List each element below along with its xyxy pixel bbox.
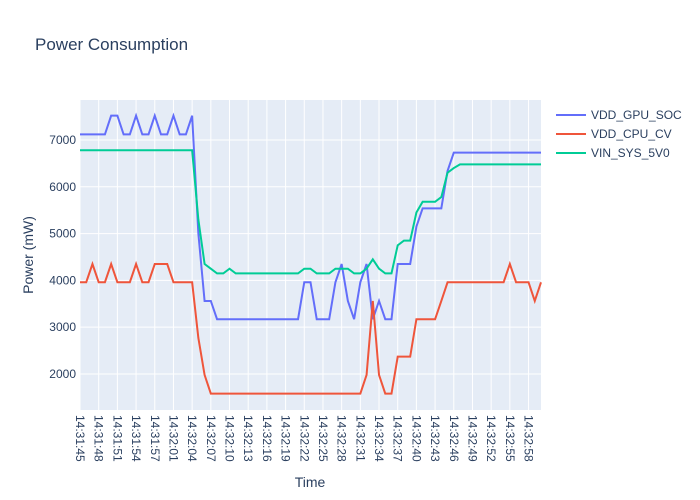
x-tick-label: 14:32:31 bbox=[353, 415, 367, 462]
x-tick-label: 14:32:01 bbox=[166, 415, 180, 462]
y-axis-title: Power (mW) bbox=[20, 216, 36, 294]
x-tick-label: 14:32:37 bbox=[391, 415, 405, 462]
series-line bbox=[80, 149, 541, 275]
legend-label: VDD_CPU_CV bbox=[591, 127, 672, 141]
series-line bbox=[80, 112, 541, 321]
x-tick-label: 14:32:04 bbox=[185, 415, 199, 462]
grid bbox=[79, 100, 541, 410]
series-line bbox=[80, 260, 542, 395]
x-tick-label: 14:31:48 bbox=[92, 415, 106, 462]
x-tick-label: 14:32:55 bbox=[503, 415, 517, 462]
x-tick-label: 14:32:40 bbox=[409, 415, 423, 462]
lines bbox=[80, 112, 542, 395]
x-tick-label: 14:32:13 bbox=[241, 415, 255, 462]
legend: VDD_GPU_SOC VDD_CPU_CV VIN_SYS_5V0 bbox=[556, 108, 682, 160]
chart-title: Power Consumption bbox=[35, 35, 188, 54]
y-tick-label: 5000 bbox=[49, 227, 76, 241]
x-tick-label: 14:32:28 bbox=[335, 415, 349, 462]
x-tick-label: 14:32:34 bbox=[372, 415, 386, 462]
x-tick-label: 14:31:57 bbox=[148, 415, 162, 462]
x-tick-label: 14:32:10 bbox=[223, 415, 237, 462]
legend-label: VDD_GPU_SOC bbox=[591, 108, 682, 122]
x-tick-label: 14:32:46 bbox=[447, 415, 461, 462]
x-tick-label: 14:32:43 bbox=[428, 415, 442, 462]
y-tick-label: 7000 bbox=[49, 133, 76, 147]
x-tick-label: 14:31:45 bbox=[73, 415, 87, 462]
legend-label: VIN_SYS_5V0 bbox=[591, 146, 670, 160]
x-tick-label: 14:32:52 bbox=[484, 415, 498, 462]
x-tick-label: 14:32:49 bbox=[465, 415, 479, 462]
x-tick-label: 14:32:22 bbox=[297, 415, 311, 462]
x-tick-label: 14:32:58 bbox=[522, 415, 536, 462]
x-axis-title: Time bbox=[295, 474, 326, 490]
x-tick-label: 14:32:16 bbox=[260, 415, 274, 462]
x-tick-label: 14:31:51 bbox=[110, 415, 124, 462]
x-tick-label: 14:32:25 bbox=[316, 415, 330, 462]
x-tick-label: 14:31:54 bbox=[129, 415, 143, 462]
y-tick-label: 4000 bbox=[49, 273, 76, 287]
x-tick-label: 14:32:07 bbox=[204, 415, 218, 462]
y-tick-label: 2000 bbox=[49, 367, 76, 381]
y-tick-label: 3000 bbox=[49, 320, 76, 334]
y-tick-label: 6000 bbox=[49, 180, 76, 194]
x-tick-label: 14:32:19 bbox=[279, 415, 293, 462]
plot-area bbox=[80, 100, 541, 410]
